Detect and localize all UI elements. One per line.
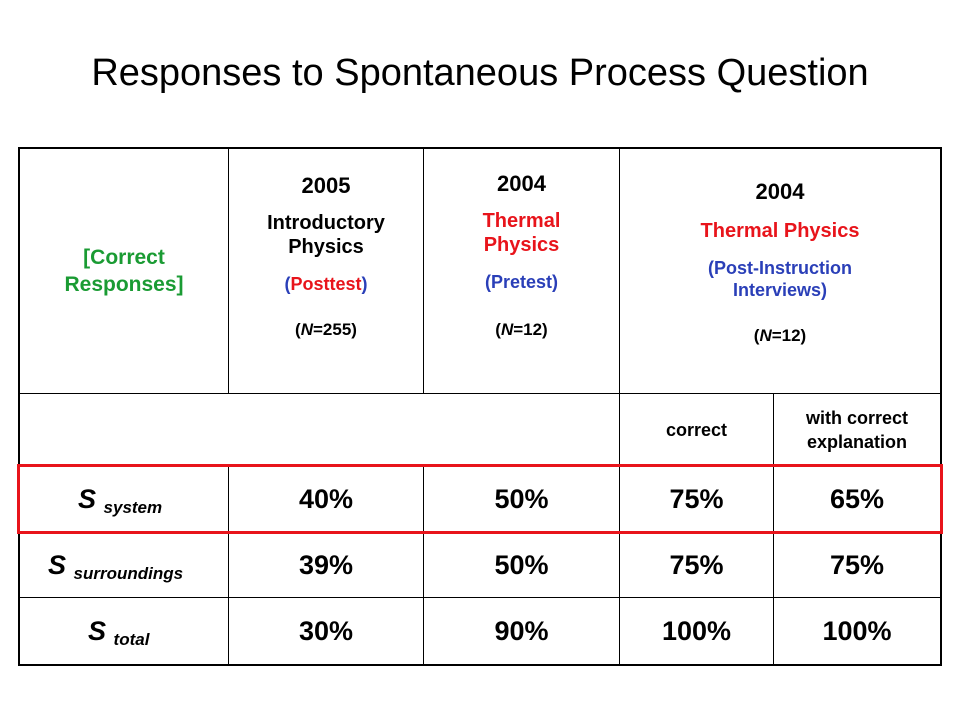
sample-size: (N=12): [753, 326, 807, 345]
table-cell: 100%: [661, 615, 732, 646]
paren-close: ): [361, 274, 368, 294]
table-cell: 100%: [822, 615, 892, 646]
header-2005-intro: 2005 Introductory Physics (Posttest) (N=…: [229, 149, 423, 393]
row-divider: [18, 393, 942, 394]
entropy-surroundings-symbol: S surroundings: [48, 549, 184, 583]
table-cell: 50%: [494, 549, 549, 580]
entropy-total-symbol: S total: [88, 615, 150, 649]
year-label: 2005: [301, 173, 351, 198]
interviews-label: (Post-Instruction Interviews): [708, 258, 852, 300]
table-cell: 39%: [298, 549, 354, 580]
table-cell: 75%: [829, 549, 885, 580]
correct-responses-label: [Correct Responses]: [64, 246, 184, 296]
year-label: 2004: [497, 171, 546, 196]
entropy-system-symbol: S system: [78, 483, 163, 517]
paren-open: (: [284, 274, 291, 294]
table-row-label: S total: [20, 598, 228, 664]
subheader-with-explanation: with correct explanation: [774, 394, 940, 466]
sample-size: (N=255): [295, 320, 357, 339]
table-row-label: S surroundings: [20, 533, 228, 597]
pretest-label: (Pretest): [484, 272, 559, 292]
correct-label: correct: [665, 420, 728, 440]
slide-title: Responses to Spontaneous Process Questio…: [91, 52, 869, 94]
with-explanation-label: with correct explanation: [805, 408, 909, 452]
header-2004-thermal-interviews: 2004 Thermal Physics (Post-Instruction I…: [620, 149, 940, 393]
col-divider: [773, 393, 774, 666]
table-cell: 90%: [494, 615, 549, 646]
table-cell: 30%: [298, 615, 354, 646]
table-cell: 65%: [829, 483, 885, 514]
table-border-right: [940, 147, 942, 666]
table-cell: 40%: [298, 483, 354, 514]
col-divider: [423, 147, 424, 394]
table-border-bottom: [18, 664, 942, 666]
col-divider: [228, 147, 229, 394]
subheader-correct: correct: [620, 394, 773, 466]
posttest-text: Posttest: [290, 274, 362, 294]
year-label: 2004: [755, 179, 805, 204]
table-border-top: [18, 147, 942, 149]
table-border-left: [18, 147, 20, 666]
table-cell: 75%: [669, 483, 724, 514]
row-label-header: [Correct Responses]: [20, 149, 228, 393]
row-divider: [18, 597, 942, 598]
table-cell: 75%: [669, 549, 724, 580]
col-divider: [423, 466, 424, 666]
test-label: (Posttest): [284, 273, 367, 295]
col-divider: [228, 466, 229, 666]
table-cell: 50%: [494, 483, 549, 514]
col-divider: [619, 147, 620, 666]
table-row-label: S system: [20, 466, 228, 532]
course-label: Introductory Physics: [267, 212, 385, 258]
sample-size: (N=12): [495, 320, 548, 339]
header-2004-thermal-pretest: 2004 Thermal Physics (Pretest) (N=12): [424, 149, 619, 393]
row-highlight-box: [17, 464, 943, 534]
course-label: Thermal Physics: [700, 220, 860, 242]
course-label: Thermal Physics: [482, 210, 561, 256]
